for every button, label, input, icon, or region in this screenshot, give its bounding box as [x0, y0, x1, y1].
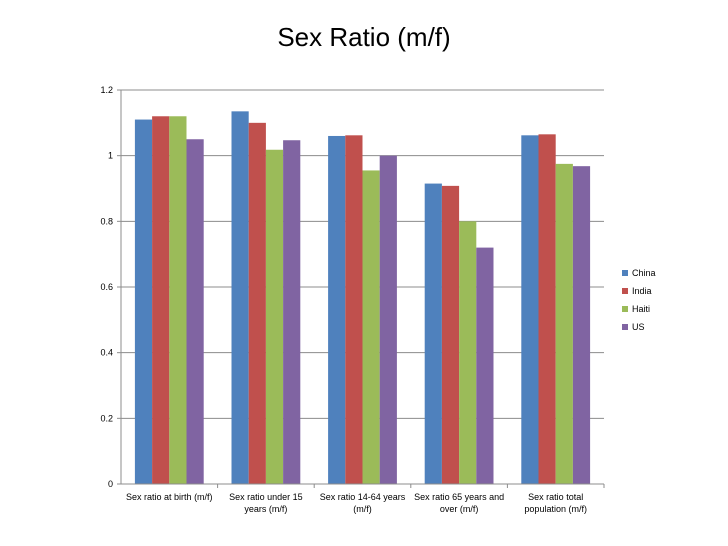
y-tick-label: 0.4 — [100, 348, 113, 358]
bar-us — [186, 139, 204, 484]
x-tick-label: Sex ratio 65 years and over (m/f) — [414, 492, 504, 514]
bars — [134, 111, 591, 485]
y-tick-label: 1.2 — [100, 85, 113, 95]
axes: 0 0.2 0.4 0.6 0.8 1 1.2 Sex ratio at birth (m/f… — [100, 85, 605, 514]
legend-swatch-haiti — [622, 306, 628, 312]
chart-title: Sex Ratio (m/f) — [277, 22, 451, 52]
x-tick-label: Sex ratio 14-64 years (m/f) — [320, 492, 406, 514]
bar-haiti — [555, 163, 573, 484]
y-tick-label: 0 — [108, 479, 113, 489]
legend-label-india: India — [632, 286, 652, 296]
bar-haiti — [265, 149, 284, 485]
bar-us — [283, 140, 301, 485]
legend-label-china: China — [632, 268, 656, 278]
bar-china — [134, 119, 153, 485]
bar-india — [538, 134, 556, 484]
y-tick-label: 0.2 — [100, 413, 113, 423]
x-tick-label: Sex ratio at birth (m/f) — [126, 492, 213, 502]
bar-haiti — [459, 221, 477, 485]
y-tick-label: 0.6 — [100, 282, 113, 292]
bar-us — [572, 166, 591, 484]
legend: China India Haiti US — [622, 268, 656, 332]
legend-swatch-china — [622, 270, 628, 276]
bar-us — [476, 247, 494, 484]
bar-china — [521, 135, 539, 484]
legend-label-haiti: Haiti — [632, 304, 650, 314]
bar-haiti — [362, 170, 380, 485]
legend-swatch-us — [622, 324, 628, 330]
bar-china — [231, 111, 249, 484]
bar-india — [441, 185, 460, 484]
x-tick-label: Sex ratio total population (m/f) — [524, 492, 587, 514]
bar-india — [152, 116, 170, 485]
bar-india — [248, 122, 266, 484]
bar-india — [345, 135, 363, 484]
legend-swatch-india — [622, 288, 628, 294]
x-tick-label: Sex ratio under 15 years (m/f) — [229, 492, 303, 514]
y-tick-label: 0.8 — [100, 216, 113, 226]
bar-china — [328, 135, 346, 484]
bar-china — [424, 183, 442, 484]
bar-haiti — [169, 116, 187, 485]
y-tick-label: 1 — [108, 151, 113, 161]
legend-label-us: US — [632, 322, 645, 332]
bar-us — [379, 155, 397, 484]
